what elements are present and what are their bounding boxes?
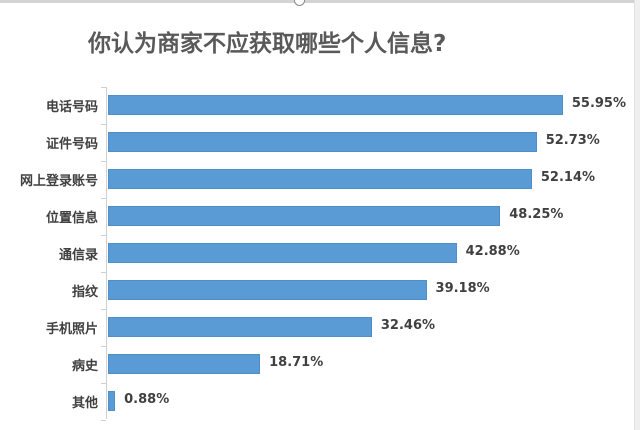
axis-tick bbox=[101, 309, 106, 310]
axis-tick bbox=[101, 272, 106, 273]
axis-tick bbox=[101, 420, 106, 421]
bar-row: 其他 0.88% bbox=[0, 383, 640, 420]
data-label: 0.88% bbox=[124, 392, 170, 407]
data-label: 39.18% bbox=[435, 281, 490, 296]
data-label: 42.88% bbox=[465, 244, 520, 259]
category-label: 电话号码 bbox=[45, 100, 98, 115]
bar[interactable] bbox=[108, 280, 427, 300]
axis-tick bbox=[101, 161, 106, 162]
category-label: 网上登录账号 bbox=[19, 174, 98, 189]
data-label: 32.46% bbox=[380, 318, 436, 333]
category-label: 通信录 bbox=[58, 248, 98, 263]
rotate-handle[interactable] bbox=[294, 0, 305, 6]
data-label: 18.71% bbox=[269, 355, 324, 370]
bar-row: 证件号码 52.73% bbox=[0, 124, 640, 161]
bar[interactable] bbox=[108, 391, 116, 411]
data-label: 52.73% bbox=[545, 133, 600, 148]
axis-tick bbox=[101, 198, 106, 199]
category-label: 证件号码 bbox=[45, 137, 98, 152]
bar-row: 手机照片 32.46% bbox=[0, 309, 640, 346]
category-label: 位置信息 bbox=[45, 211, 98, 226]
right-scroll-edge bbox=[634, 0, 640, 430]
bar[interactable] bbox=[108, 169, 532, 189]
data-label: 48.25% bbox=[509, 207, 564, 222]
bar[interactable] bbox=[108, 243, 457, 263]
bar-row: 病史 18.71% bbox=[0, 346, 640, 383]
category-label: 指纹 bbox=[71, 285, 98, 300]
bar-row: 位置信息 48.25% bbox=[0, 198, 640, 235]
bar[interactable] bbox=[108, 132, 537, 152]
category-label: 手机照片 bbox=[45, 322, 98, 337]
bar[interactable] bbox=[108, 206, 501, 226]
bar-row: 指纹 39.18% bbox=[0, 272, 640, 309]
chart-title: 你认为商家不应获取哪些个人信息? bbox=[88, 31, 447, 57]
axis-tick bbox=[101, 124, 106, 125]
category-axis bbox=[106, 87, 107, 419]
bar-row: 网上登录账号 52.14% bbox=[0, 161, 640, 198]
category-label: 其他 bbox=[71, 396, 98, 411]
bar-row: 通信录 42.88% bbox=[0, 235, 640, 272]
axis-tick bbox=[101, 235, 106, 236]
axis-tick bbox=[101, 383, 106, 384]
axis-tick bbox=[101, 87, 106, 88]
data-label: 55.95% bbox=[571, 96, 627, 111]
bar-row: 电话号码 55.95% bbox=[0, 87, 640, 124]
axis-tick bbox=[101, 346, 106, 347]
window-top-bar bbox=[0, 0, 640, 3]
bar[interactable] bbox=[108, 354, 261, 374]
bar[interactable] bbox=[108, 95, 563, 115]
data-label: 52.14% bbox=[540, 170, 596, 185]
bar[interactable] bbox=[108, 317, 372, 337]
category-label: 病史 bbox=[71, 359, 98, 374]
